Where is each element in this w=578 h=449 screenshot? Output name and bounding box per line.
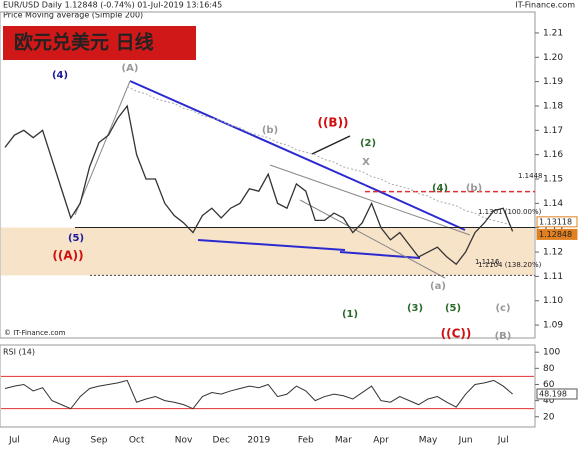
title-box: [3, 26, 196, 60]
wave-label: (5): [445, 303, 461, 314]
trend-line: [129, 80, 366, 186]
y-tick-label: 1.20: [543, 53, 563, 63]
wave-line: [74, 80, 131, 216]
y-tick-label: 20: [543, 412, 555, 422]
wave-label: (4): [52, 70, 68, 81]
x-tick-label: Apr: [373, 436, 389, 446]
series-line: [4, 104, 514, 266]
x-tick-label: Sep: [91, 436, 108, 446]
x-tick-label: Jun: [458, 436, 473, 446]
x-tick-label: Jul: [8, 436, 20, 446]
x-tick-label: Jul: [497, 436, 509, 446]
wave-label: (c): [495, 303, 510, 314]
y-tick-label: 60: [543, 380, 555, 390]
rsi-value-label: 48.198: [539, 389, 567, 398]
wave-label: (B): [495, 331, 512, 342]
rsi-frame: [0, 344, 536, 428]
trend-line: [364, 184, 466, 231]
price-marker: [536, 216, 578, 228]
price-marker-label: 1.12848: [539, 230, 572, 239]
y-tick-label: 1.18: [543, 101, 563, 111]
symbol-line: EUR/USD Daily 1.12848 (-0.74%) 01-Jul-20…: [3, 1, 222, 10]
level-label: 1.1116: [475, 258, 500, 266]
y-tick-label: 1.21: [543, 28, 563, 38]
y-tick-label: 1.16: [543, 150, 563, 160]
wave-label: ((B)): [317, 116, 348, 130]
y-tick-label: 1.15: [543, 175, 563, 185]
level-label: 1.1104 (138.20%): [478, 261, 542, 269]
x-tick-label: Feb: [298, 436, 314, 446]
wave-label: ((C)): [441, 327, 472, 341]
x-tick-label: May: [419, 436, 438, 446]
x-tick-label: Dec: [212, 436, 229, 446]
wave-label: (2): [360, 138, 376, 149]
x-tick-label: Nov: [175, 436, 193, 446]
series-line: [126, 86, 513, 226]
trend-line: [197, 239, 346, 251]
price-frame: [0, 11, 536, 339]
level-label: 1.1301 (100.00%): [478, 208, 542, 216]
x-tick-label: Mar: [335, 436, 352, 446]
wave-label: (3): [407, 303, 423, 314]
site: IT-Finance.com: [515, 1, 575, 10]
wave-label: (A): [122, 63, 139, 74]
y-tick-label: 1.14: [543, 199, 563, 209]
y-tick-label: 80: [543, 364, 555, 374]
indicator-line: Price Moving average (Simple 200): [3, 11, 143, 20]
y-tick-label: 100: [543, 348, 560, 358]
y-tick-label: 1.17: [543, 126, 563, 136]
wave-label: (1): [342, 309, 358, 320]
rsi-marker: [536, 388, 578, 400]
arrow: [311, 135, 351, 155]
y-tick-label: 40: [543, 396, 555, 406]
y-tick-label: 1.10: [543, 296, 563, 306]
wave-label: (b): [466, 183, 482, 194]
title: 欧元兑美元 日线: [14, 31, 154, 54]
wave-line: [299, 199, 446, 279]
series-line: [4, 379, 513, 410]
y-tick-label: 1.09: [543, 321, 563, 331]
wave-label: X: [362, 157, 370, 168]
fib-band: [1, 227, 534, 276]
wave-label: ((A)): [52, 249, 83, 263]
wave-line: [269, 164, 471, 236]
wave-label: (5): [68, 233, 84, 244]
x-tick-label: 2019: [247, 436, 270, 446]
y-tick-label: 1.11: [543, 272, 563, 282]
x-tick-label: Aug: [53, 436, 71, 446]
wave-label: (b): [262, 125, 278, 136]
wave-label: (4): [432, 183, 448, 194]
copyright: © IT-Finance.com: [4, 329, 66, 337]
wave-label: (a): [430, 281, 446, 292]
y-tick-label: 1.13: [543, 223, 563, 233]
y-tick-label: 1.19: [543, 77, 563, 87]
y-tick-label: 1.12: [543, 248, 563, 258]
price-marker-label: 1.13118: [539, 217, 572, 226]
price-marker: [536, 228, 578, 240]
level-label: 1.1448: [518, 172, 543, 180]
x-tick-label: Oct: [129, 436, 145, 446]
rsi-label: RSI (14): [3, 348, 35, 357]
